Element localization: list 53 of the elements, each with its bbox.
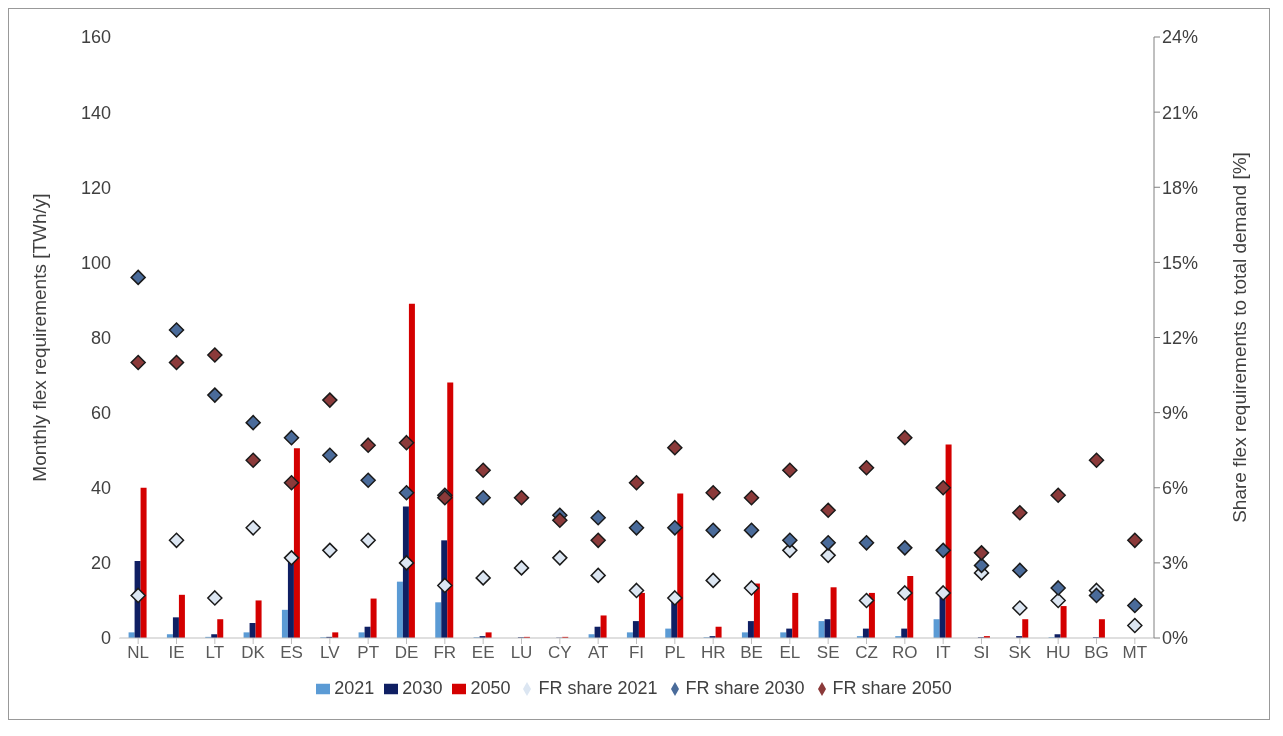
y-tick-label: 0 — [100, 628, 111, 649]
x-tick-label: EL — [779, 643, 801, 663]
x-tick-label: LU — [510, 643, 533, 663]
x-tick-label: BE — [740, 643, 763, 663]
y2-tick-label: 0% — [1162, 628, 1189, 649]
y2-tick-label: 12% — [1162, 327, 1199, 348]
y2-axis-title: Share flex requirements to total demand [%] — [1228, 152, 1250, 523]
x-tick-label: CY — [548, 643, 572, 663]
x-tick-label: DK — [241, 643, 266, 663]
y-tick-label: 100 — [80, 252, 111, 273]
x-tick-label: LV — [320, 643, 341, 663]
legend-label: 2050 — [470, 678, 511, 698]
x-tick-label: EE — [471, 643, 495, 663]
x-tick-label: IE — [168, 643, 185, 663]
y-tick-label: 120 — [80, 177, 111, 198]
x-tick-label: LT — [205, 643, 225, 663]
y2-tick-label: 3% — [1162, 553, 1189, 574]
y-tick-label: 80 — [90, 327, 111, 348]
x-tick-label: BG — [1084, 643, 1109, 663]
x-tick-label: SE — [816, 643, 840, 663]
legend-label: 2021 — [334, 678, 375, 698]
x-tick-label: SI — [973, 643, 990, 663]
x-tick-label: AT — [587, 643, 609, 663]
x-tick-label: PT — [357, 643, 380, 663]
x-tick-label: HR — [700, 643, 726, 663]
y-tick-label: 160 — [80, 27, 111, 48]
x-tick-label: NL — [127, 643, 150, 663]
y2-tick-label: 15% — [1162, 252, 1199, 273]
x-tick-label: DE — [394, 643, 419, 663]
y2-tick-label: 24% — [1162, 27, 1199, 48]
y-tick-label: 60 — [90, 403, 111, 424]
legend-label: 2030 — [402, 678, 443, 698]
y2-tick-label: 9% — [1162, 403, 1189, 424]
x-tick-label: CZ — [855, 643, 878, 663]
x-tick-label: IT — [935, 643, 951, 663]
legend-label: FR share 2050 — [832, 678, 952, 698]
y-tick-label: 20 — [90, 553, 111, 574]
x-tick-label: ES — [280, 643, 303, 663]
x-tick-label: MT — [1122, 643, 1148, 663]
y-axis-title: Monthly flex requirements [TWh/y] — [28, 193, 50, 482]
legend-label: FR share 2030 — [685, 678, 805, 698]
y2-tick-label: 6% — [1162, 478, 1189, 499]
y2-tick-label: 18% — [1162, 177, 1199, 198]
x-tick-label: RO — [892, 643, 918, 663]
x-tick-label: SK — [1008, 643, 1032, 663]
y-tick-label: 140 — [80, 102, 111, 123]
x-tick-label: FR — [433, 643, 457, 663]
x-tick-label: HU — [1045, 643, 1071, 663]
y-tick-label: 40 — [90, 478, 111, 499]
x-tick-label: FI — [628, 643, 645, 663]
x-tick-label: PL — [664, 643, 686, 663]
y2-tick-label: 21% — [1162, 102, 1199, 123]
legend-label: FR share 2021 — [538, 678, 658, 698]
